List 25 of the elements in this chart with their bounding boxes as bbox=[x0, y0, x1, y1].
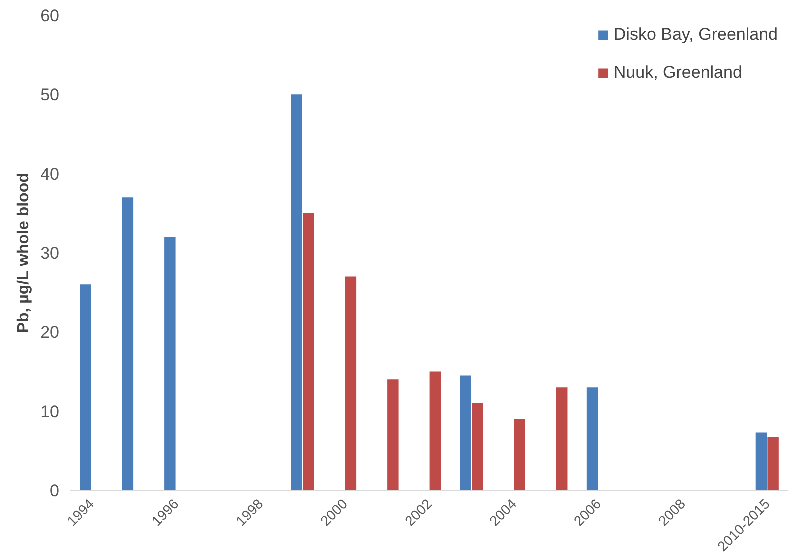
bar bbox=[556, 388, 568, 490]
bar bbox=[768, 437, 779, 490]
bar bbox=[430, 372, 442, 490]
y-axis-title: Pb, µg/L whole blood bbox=[16, 173, 33, 334]
bar bbox=[345, 276, 357, 490]
bar bbox=[303, 213, 314, 490]
y-tick-label: 40 bbox=[40, 164, 60, 184]
bar bbox=[164, 237, 176, 490]
bar bbox=[472, 403, 484, 490]
legend-label: Nuuk, Greenland bbox=[614, 63, 742, 83]
bar bbox=[80, 284, 92, 490]
bar bbox=[460, 376, 472, 490]
bar bbox=[388, 380, 399, 490]
legend-label: Disko Bay, Greenland bbox=[614, 25, 778, 45]
y-tick-label: 10 bbox=[40, 402, 60, 422]
y-tick-label: 50 bbox=[40, 86, 60, 105]
y-tick-label: 60 bbox=[40, 6, 60, 26]
y-tick-label: 0 bbox=[50, 482, 60, 500]
bar bbox=[291, 94, 302, 490]
bar bbox=[514, 419, 526, 490]
bar bbox=[586, 388, 598, 490]
bar bbox=[756, 432, 768, 490]
y-tick-label: 30 bbox=[40, 244, 60, 263]
y-tick-label: 20 bbox=[40, 323, 60, 342]
bar bbox=[122, 198, 134, 490]
